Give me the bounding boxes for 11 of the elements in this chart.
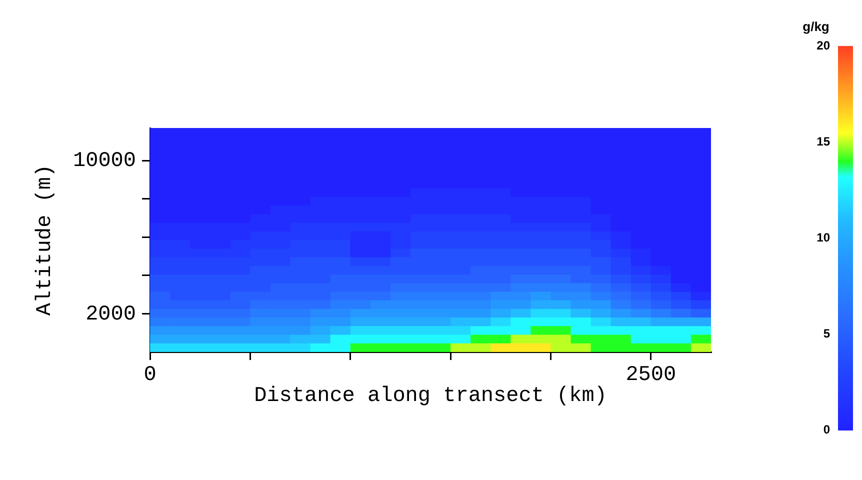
color-bar-title: g/kg bbox=[802, 19, 830, 34]
y-tick-label: 2000 bbox=[86, 303, 136, 326]
y-tick-label: 10000 bbox=[72, 150, 136, 174]
color-bar-label: 15 bbox=[816, 134, 830, 148]
color-bar-label: 0 bbox=[823, 422, 830, 436]
x-tick-label: 2500 bbox=[626, 364, 676, 388]
color-bar-label: 5 bbox=[823, 326, 830, 340]
color-bar-label: 10 bbox=[816, 230, 830, 244]
x-axis-title: Distance along transect (km) bbox=[254, 384, 607, 408]
color-bar-label: 20 bbox=[816, 38, 830, 52]
y-axis-title: Altitude (m) bbox=[34, 164, 58, 316]
